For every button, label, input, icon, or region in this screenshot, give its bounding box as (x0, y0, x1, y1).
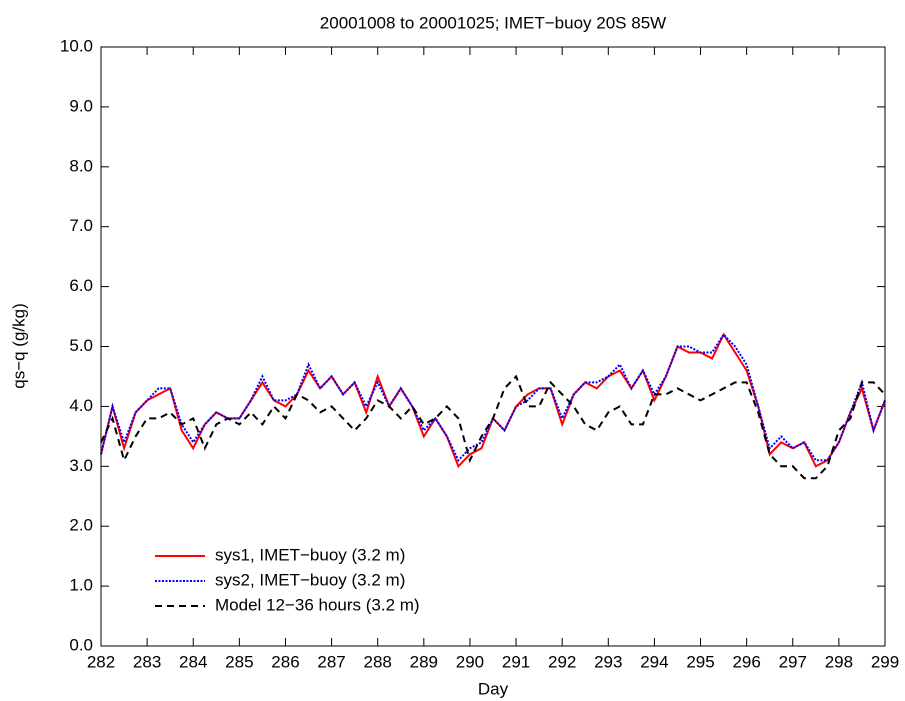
y-tick-label: 7.0 (69, 216, 93, 235)
y-tick-label: 2.0 (69, 516, 93, 535)
series-line (100, 374, 886, 480)
x-tick-label: 289 (410, 652, 438, 671)
x-tick-label: 282 (87, 652, 115, 671)
y-tick-label: 6.0 (69, 276, 93, 295)
y-axis-label: qs−q (g/kg) (9, 303, 28, 389)
x-tick-label: 287 (317, 652, 345, 671)
y-tick-label: 9.0 (69, 96, 93, 115)
x-tick-label: 293 (594, 652, 622, 671)
y-tick-label: 8.0 (69, 156, 93, 175)
y-tick-label: 0.0 (69, 635, 93, 654)
x-tick-label: 296 (732, 652, 760, 671)
x-tick-label: 290 (456, 652, 484, 671)
y-tick-label: 3.0 (69, 456, 93, 475)
x-tick-label: 297 (779, 652, 807, 671)
legend-label: sys2, IMET−buoy (3.2 m) (215, 570, 405, 589)
x-tick-label: 299 (871, 652, 899, 671)
x-tick-label: 288 (364, 652, 392, 671)
y-tick-label: 5.0 (69, 336, 93, 355)
x-tick-label: 286 (271, 652, 299, 671)
legend-label: Model 12−36 hours (3.2 m) (215, 595, 420, 614)
x-tick-label: 298 (825, 652, 853, 671)
y-tick-label: 1.0 (69, 576, 93, 595)
chart-title: 20001008 to 20001025; IMET−buoy 20S 85W (320, 13, 666, 32)
x-tick-label: 284 (179, 652, 207, 671)
legend-label: sys1, IMET−buoy (3.2 m) (215, 545, 405, 564)
x-tick-label: 291 (502, 652, 530, 671)
x-tick-label: 292 (548, 652, 576, 671)
x-axis-label: Day (478, 679, 509, 698)
y-tick-label: 10.0 (60, 36, 93, 55)
x-tick-label: 285 (225, 652, 253, 671)
x-tick-label: 294 (640, 652, 668, 671)
y-tick-label: 4.0 (69, 396, 93, 415)
plot-frame (100, 46, 886, 647)
x-tick-label: 295 (686, 652, 714, 671)
x-tick-label: 283 (133, 652, 161, 671)
